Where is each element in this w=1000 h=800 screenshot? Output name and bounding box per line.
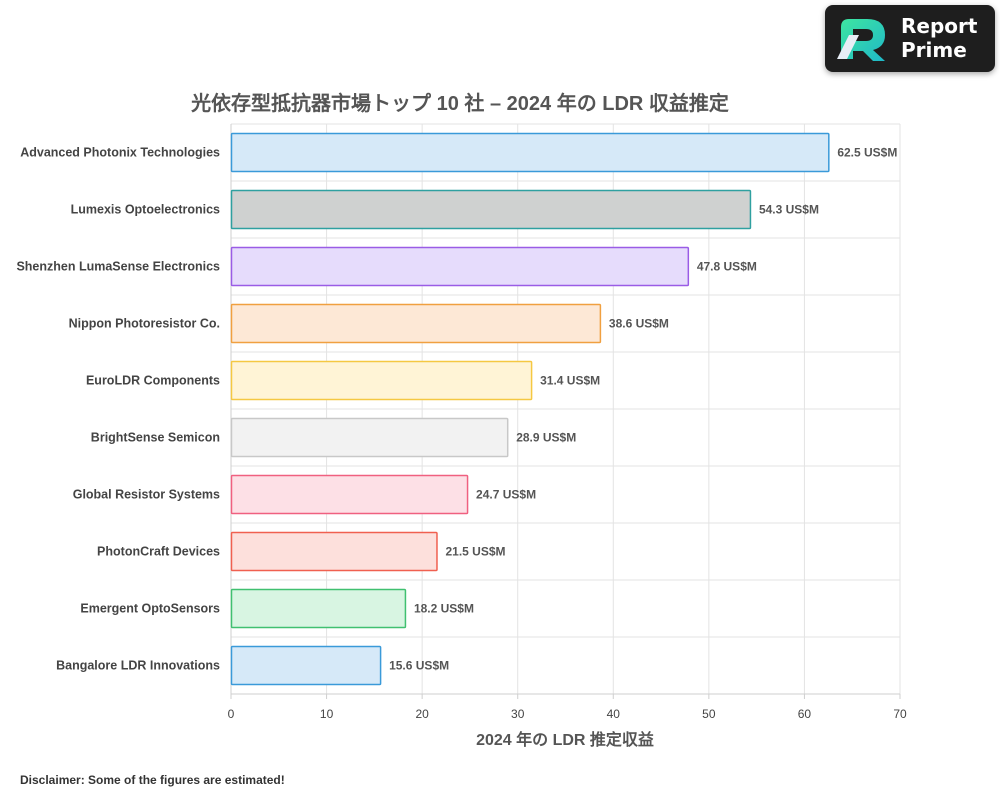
bar [230,531,438,572]
category-label: Bangalore LDR Innovations [56,659,220,673]
x-tick-label: 40 [607,707,621,721]
data-label: 62.5 US$M [837,146,897,160]
bar [230,360,533,401]
report-prime-logo: Report Prime [825,5,995,72]
x-tick-label: 70 [893,707,907,721]
category-label: PhotonCraft Devices [97,545,220,559]
category-labels: Advanced Photonix Technologies Lumexis Op… [16,146,220,673]
bars [230,132,830,686]
data-label: 38.6 US$M [609,317,669,331]
category-label: Shenzhen LumaSense Electronics [16,260,220,274]
bar [230,417,509,458]
data-label: 54.3 US$M [759,203,819,217]
category-label: Lumexis Optoelectronics [71,203,220,217]
bar [230,246,690,287]
x-tick-label: 10 [320,707,334,721]
category-label: Global Resistor Systems [73,488,220,502]
logo-text-line1: Report [901,14,978,38]
chart-title: 光依存型抵抗器市場トップ 10 社 – 2024 年の LDR 収益推定 [190,91,729,115]
category-label: Nippon Photoresistor Co. [69,317,220,331]
x-tick-label: 50 [702,707,716,721]
x-tick-label: 60 [798,707,812,721]
data-label: 21.5 US$M [445,545,505,559]
x-tick-label: 30 [511,707,525,721]
x-tick-label: 20 [415,707,429,721]
x-axis-ticks: 0 10 20 30 40 50 60 70 [228,694,907,721]
bar [230,189,752,230]
x-axis-title: 2024 年の LDR 推定収益 [476,730,654,749]
data-labels: 62.5 US$M 54.3 US$M 47.8 US$M 38.6 US$M 31.4… [389,146,897,673]
category-label: BrightSense Semicon [91,431,220,445]
bar [230,474,469,515]
logo-text-line2: Prime [901,38,967,62]
bar [230,303,602,344]
data-label: 31.4 US$M [540,374,600,388]
report-prime-logo-icon [837,19,885,61]
data-label: 15.6 US$M [389,659,449,673]
data-label: 24.7 US$M [476,488,536,502]
x-tick-label: 0 [228,707,235,721]
bar [230,645,382,686]
bar [230,132,830,173]
data-label: 28.9 US$M [516,431,576,445]
disclaimer-text: Disclaimer: Some of the figures are esti… [20,773,285,787]
category-label: EuroLDR Components [86,374,220,388]
category-label: Emergent OptoSensors [80,602,220,616]
data-label: 47.8 US$M [697,260,757,274]
category-label: Advanced Photonix Technologies [20,146,220,160]
bar [230,588,407,629]
data-label: 18.2 US$M [414,602,474,616]
